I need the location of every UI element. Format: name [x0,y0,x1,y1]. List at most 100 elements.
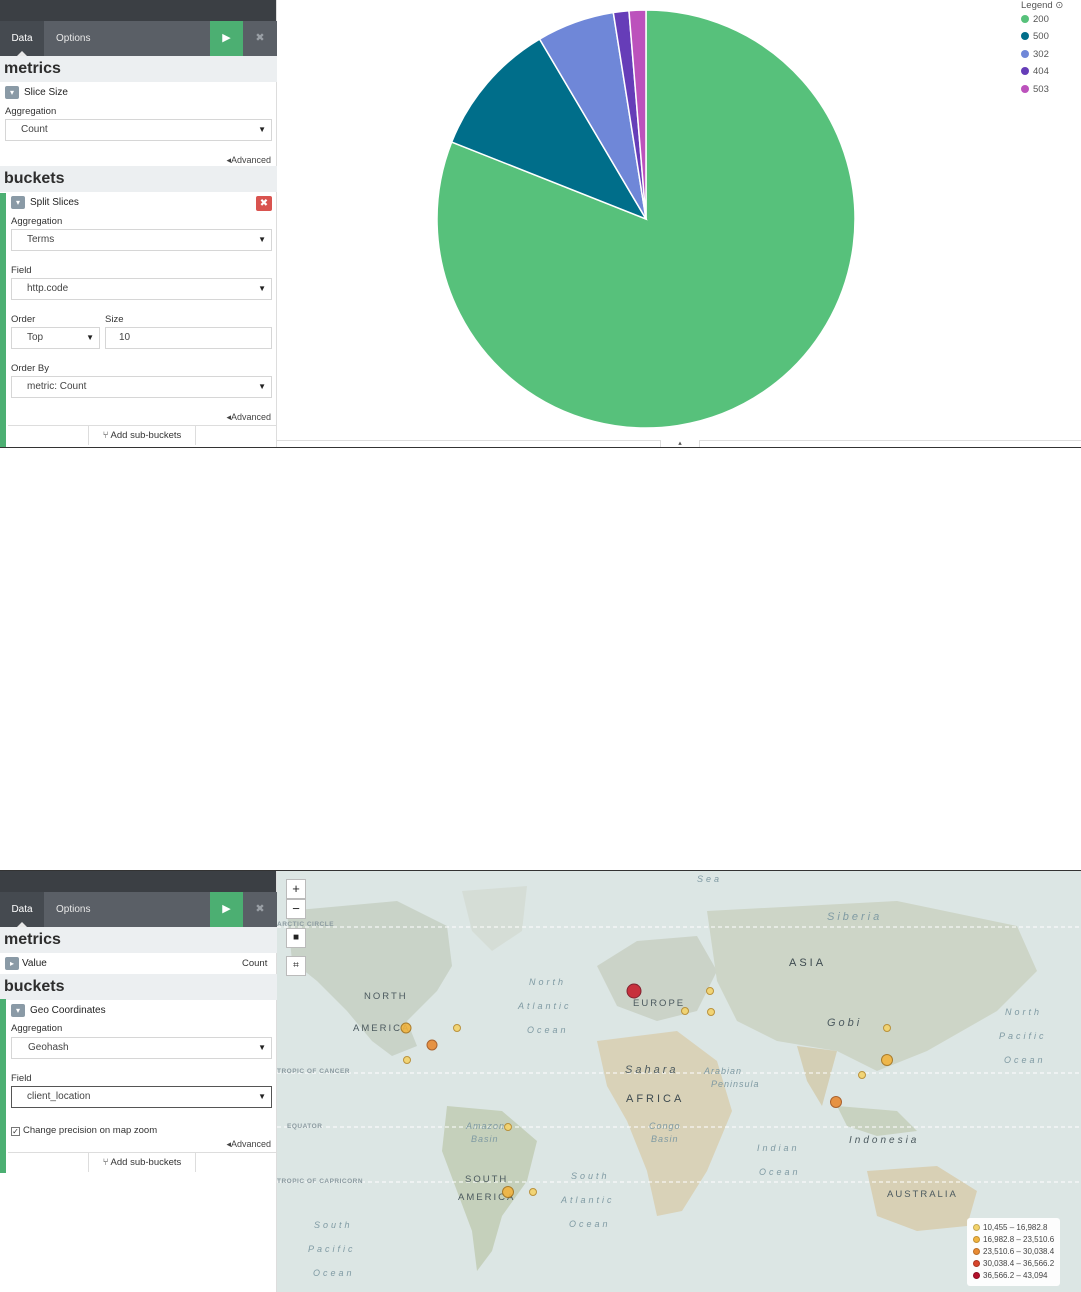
zoom-in-button[interactable]: + [286,879,306,899]
sidebar-topbar [0,871,276,892]
bucket-advanced-link[interactable]: ◂Advanced [226,1139,271,1149]
caret-left-icon: ◂ [226,412,231,422]
legend-item[interactable]: 200 [1021,14,1049,25]
editor-sidebar: Data Options ▶ ✖ metrics ▸ Value Count b… [0,871,277,1292]
map-label: NORTH [364,991,408,1002]
map-label: EQUATOR [287,1123,323,1130]
split-icon: ⑂ [102,430,111,441]
world-map[interactable]: + − ■ ⌗ Sea ARCTIC CIRCLE Siberia ASIA N… [277,871,1081,1292]
legend-dot-icon [1021,67,1029,75]
field-select[interactable]: client_location ▼ [11,1086,272,1108]
bucket-advanced-link[interactable]: ◂Advanced [226,412,271,422]
map-label: Siberia [827,911,883,923]
legend-item[interactable]: 503 [1021,84,1049,95]
discard-button[interactable]: ✖ [243,21,277,56]
play-icon: ▶ [222,903,231,915]
chevron-down-icon: ▼ [258,235,266,244]
add-sub-buckets-button[interactable]: ⑂ Add sub-buckets [88,425,196,445]
pie-slice-500[interactable] [450,38,648,221]
pie-slice-503[interactable] [628,9,647,220]
apply-button[interactable]: ▶ [210,21,243,56]
map-label: Indian [757,1143,800,1153]
map-label: North [1005,1007,1043,1017]
editor-sidebar: Data Options ▶ ✖ metrics ▾ Slice Size Ag… [0,0,277,447]
order-select[interactable]: Top ▼ [11,327,100,349]
caret-left-icon: ◂ [226,155,231,165]
legend-dot-icon [1021,50,1029,58]
legend-dot-icon [973,1260,980,1267]
map-label: Congo [649,1121,681,1131]
metrics-heading: metrics [0,56,277,82]
remove-bucket-button[interactable]: ✖ [256,196,272,211]
chevron-down-icon: ▼ [258,1043,266,1052]
map-legend-row: 16,982.8 – 23,510.6 [973,1234,1054,1246]
bucket-aggregation-select[interactable]: Geohash ▼ [11,1037,272,1059]
map-label: AMERICA [458,1192,516,1203]
collapse-toggle-icon[interactable]: ▾ [11,196,25,209]
legend-item[interactable]: 302 [1021,49,1049,60]
order-value: Top [27,332,44,343]
metric-agg-title: Slice Size [24,87,68,98]
field-value: client_location [27,1091,91,1102]
collapse-toggle-icon[interactable]: ▾ [11,1004,25,1017]
map-label: Basin [651,1134,679,1144]
bucket-aggregation-select[interactable]: Terms ▼ [11,229,272,251]
expand-toggle-icon[interactable]: ▸ [5,957,19,970]
size-input[interactable]: 10 [105,327,272,349]
map-legend: 10,455 – 16,982.8 16,982.8 – 23,510.6 23… [967,1218,1061,1286]
bucket-aggregation-value: Geohash [28,1042,69,1053]
map-label: SOUTH [465,1174,509,1185]
legend-item[interactable]: 500 [1021,31,1049,42]
map-label: Sahara [625,1064,679,1076]
split-icon: ⑂ [102,1157,111,1168]
bucket-accent-bar [0,999,6,1173]
precision-checkbox[interactable]: ✓ Change precision on map zoom [11,1125,158,1136]
tab-data[interactable]: Data [0,892,44,927]
pie-chart-area: Legend ⊙ 200 500 302 404 503 ▴ [277,0,1081,447]
map-label: Pacific [999,1031,1047,1041]
tab-data[interactable]: Data [0,21,44,56]
map-label: Ocean [313,1268,355,1278]
metric-aggregation-label: Aggregation [5,106,57,117]
bucket-accent-bar [0,193,6,447]
draw-rectangle-button[interactable]: ■ [286,928,306,948]
discard-button[interactable]: ✖ [243,892,277,927]
tab-options[interactable]: Options [56,33,91,44]
zoom-out-button[interactable]: − [286,899,306,919]
map-legend-row: 23,510.6 – 30,038.4 [973,1246,1054,1258]
chevron-down-icon: ▼ [258,284,266,293]
map-legend-row: 10,455 – 16,982.8 [973,1222,1054,1234]
order-label: Order [11,314,36,325]
collapse-toggle-icon[interactable]: ▾ [5,86,19,99]
metric-agg-value: Count [242,958,268,969]
map-label: TROPIC OF CANCER [277,1068,350,1075]
tab-options[interactable]: Options [56,904,91,915]
map-label: Basin [471,1134,499,1144]
metric-advanced-link[interactable]: ◂Advanced [226,155,271,165]
order-by-select[interactable]: metric: Count ▼ [11,376,272,398]
metric-aggregation-select[interactable]: Count ▼ [5,119,272,141]
collapse-handle[interactable]: ▴ [660,440,700,447]
apply-button[interactable]: ▶ [210,892,243,927]
field-label: Field [11,1073,32,1084]
pie-chart [436,9,856,429]
legend-toggle[interactable]: Legend ⊙ [1021,0,1064,11]
field-select[interactable]: http.code ▼ [11,278,272,300]
add-sub-buckets-button[interactable]: ⑂ Add sub-buckets [88,1152,196,1172]
sidebar-tabbar: Data Options ▶ ✖ [0,21,277,56]
legend-dot-icon [1021,32,1029,40]
map-label: AUSTRALIA [887,1189,958,1200]
size-label: Size [105,314,124,325]
map-label: Ocean [569,1219,611,1229]
legend-dot-icon [973,1248,980,1255]
map-label: EUROPE [633,998,686,1009]
metric-aggregation-value: Count [21,124,48,135]
close-icon: ✖ [259,198,269,209]
legend-item[interactable]: 404 [1021,66,1049,77]
map-label: ASIA [789,957,827,969]
order-by-value: metric: Count [27,381,87,392]
close-icon: ✖ [255,903,265,915]
map-label: ARCTIC CIRCLE [277,921,335,928]
fit-bounds-button[interactable]: ⌗ [286,956,306,976]
metrics-heading: metrics [0,927,277,953]
